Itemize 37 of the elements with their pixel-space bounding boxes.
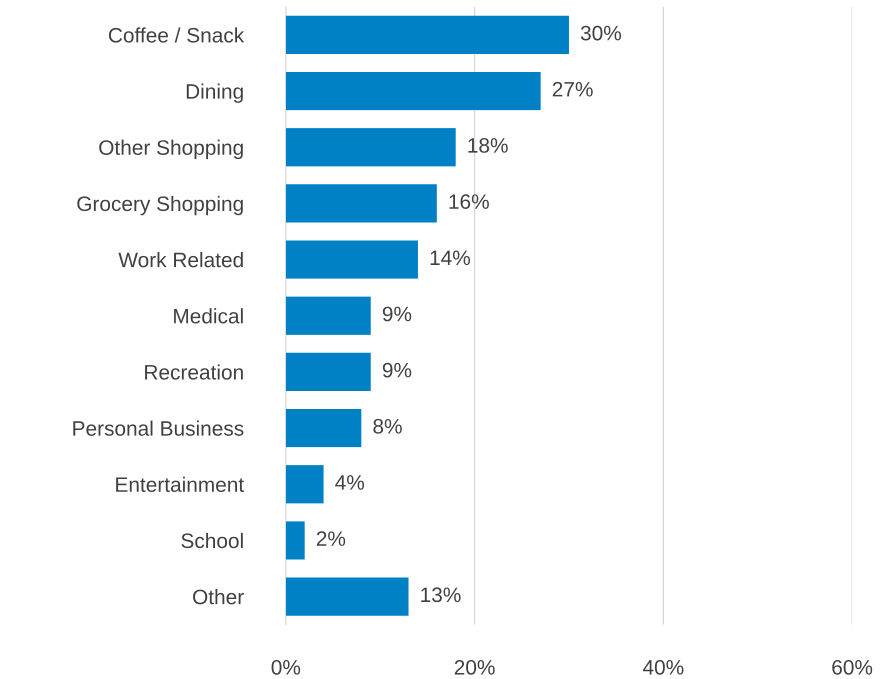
data-label: 14%: [430, 250, 470, 266]
y-tick-label: Coffee / Snack: [108, 27, 244, 43]
x-tick-label: 0%: [272, 660, 300, 675]
bar: [286, 72, 541, 110]
bar: [286, 240, 418, 279]
bar: [286, 352, 371, 392]
data-label: 13%: [421, 587, 461, 602]
bar: [286, 296, 371, 335]
bar: [286, 408, 362, 448]
bar: [286, 521, 305, 560]
x-tick-label: 40%: [642, 660, 684, 675]
y-tick-label: Personal Business: [73, 420, 244, 436]
data-label: 9%: [382, 306, 412, 322]
bar: [286, 16, 569, 54]
bar: [286, 465, 324, 504]
y-tick-label: School: [181, 532, 243, 548]
data-label: 27%: [552, 82, 593, 97]
y-tick-label: Other Shopping: [99, 140, 243, 160]
data-label: 30%: [580, 26, 622, 40]
y-tick-label: Work Related: [118, 252, 243, 268]
y-tick-label: Entertainment: [116, 476, 244, 492]
x-tick-label: 20%: [454, 660, 495, 675]
y-tick-label: Grocery Shopping: [77, 196, 243, 216]
y-tick-label: Recreation: [145, 364, 243, 380]
y-tick-label: Dining: [186, 84, 243, 103]
bar: [286, 577, 409, 616]
bar: [286, 184, 437, 222]
data-label: 2%: [316, 531, 346, 546]
data-label: 4%: [335, 475, 364, 490]
data-label: 9%: [382, 362, 412, 378]
x-tick-label: 60%: [832, 660, 872, 675]
data-label: 16%: [450, 194, 489, 209]
y-tick-label: Other: [193, 589, 244, 604]
data-label: 8%: [373, 418, 402, 434]
bar: [286, 128, 456, 166]
y-tick-label: Medical: [174, 308, 243, 324]
data-label: 18%: [468, 138, 508, 153]
